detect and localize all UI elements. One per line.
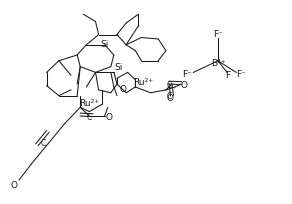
Text: C: C (166, 80, 172, 89)
Text: O: O (106, 113, 113, 122)
Text: Si: Si (114, 63, 123, 72)
Text: F: F (225, 71, 231, 80)
Text: B³⁺: B³⁺ (211, 58, 225, 67)
Text: C: C (87, 112, 92, 121)
Text: C: C (41, 139, 46, 147)
Text: C: C (166, 92, 172, 101)
Text: Ru²⁺: Ru²⁺ (133, 77, 153, 86)
Text: O: O (11, 180, 18, 189)
Text: O: O (167, 93, 174, 102)
Text: Ru²⁺: Ru²⁺ (79, 99, 99, 108)
Text: F⁻: F⁻ (213, 30, 223, 39)
Text: O: O (181, 81, 188, 90)
Text: Si: Si (100, 40, 109, 49)
Text: O: O (119, 84, 126, 93)
Text: F⁻: F⁻ (182, 70, 192, 79)
Text: F⁻: F⁻ (236, 70, 246, 79)
